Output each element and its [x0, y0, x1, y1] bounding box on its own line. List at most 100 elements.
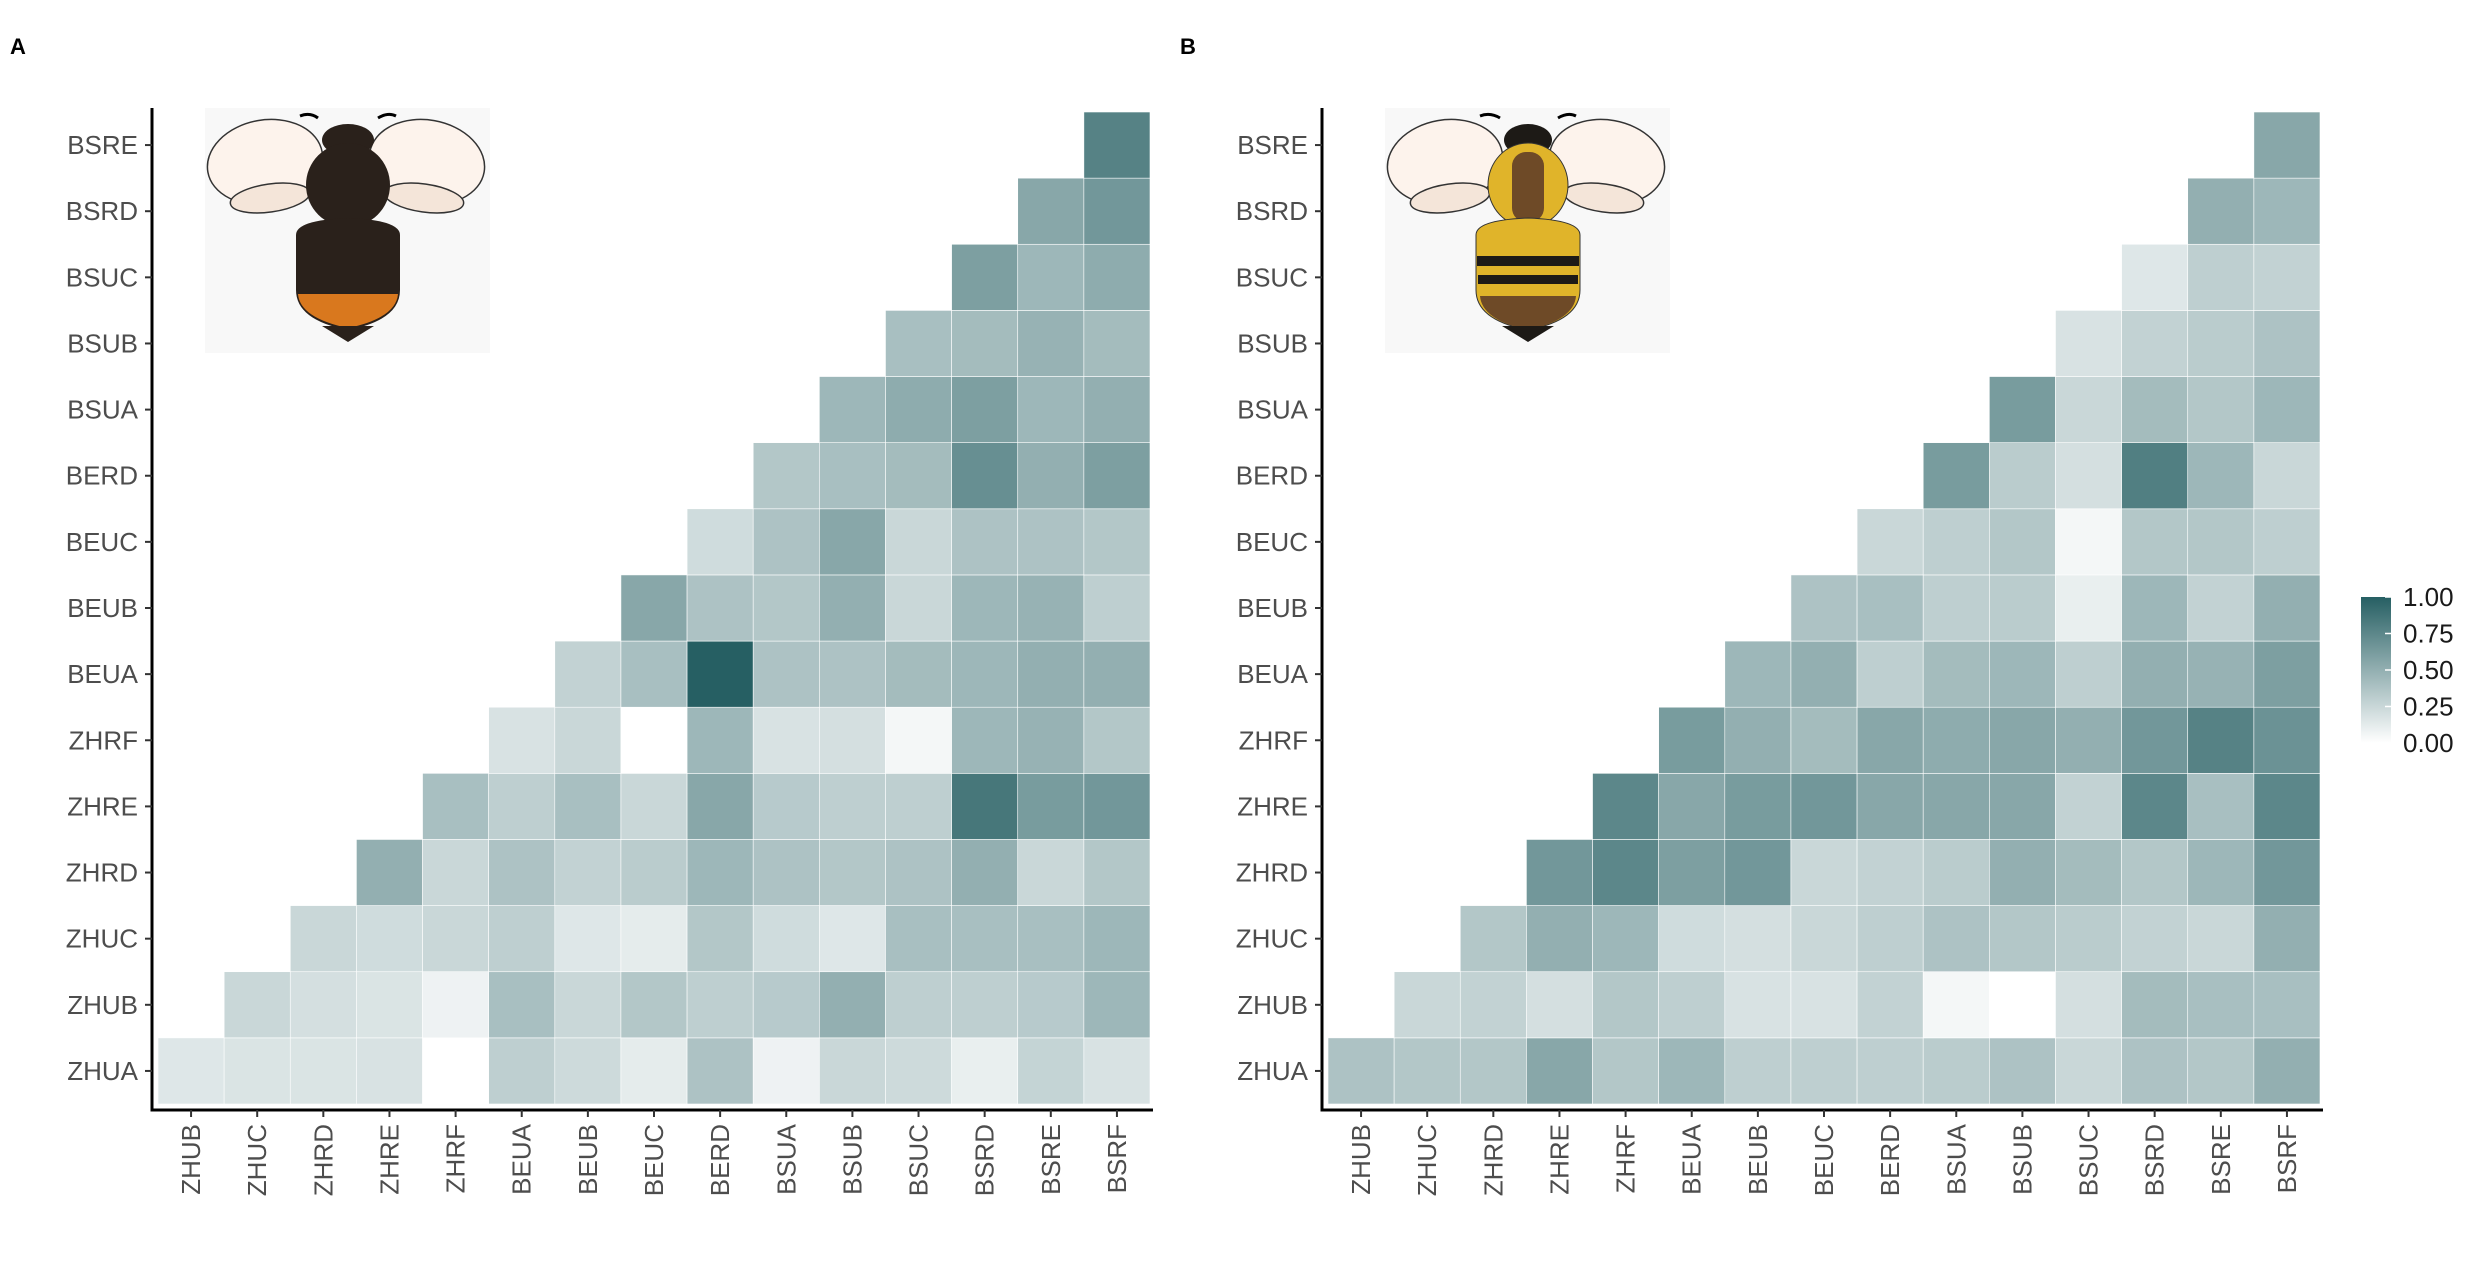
heatmap-cell: [752, 1037, 820, 1105]
heatmap-cell: [1724, 1037, 1792, 1105]
x-tick-label: BSUC: [2074, 1124, 2104, 1196]
heatmap-cell: [752, 773, 820, 840]
heatmap-cell: [1989, 1037, 2056, 1105]
x-tick-label: BEUC: [639, 1124, 669, 1196]
heatmap-cell: [752, 640, 820, 708]
heatmap-cell: [885, 905, 952, 973]
y-tick-label: BSRD: [66, 196, 138, 226]
heatmap-cell: [819, 839, 886, 906]
heatmap-cell: [2055, 640, 2122, 708]
heatmap-cell: [2253, 640, 2321, 708]
heatmap-cell: [819, 1037, 886, 1105]
heatmap-cell: [1083, 310, 1151, 377]
heatmap-cell: [422, 905, 489, 973]
heatmap-cell: [1658, 905, 1726, 973]
y-tick-label: BEUB: [1237, 593, 1308, 623]
heatmap-cell: [2055, 773, 2122, 840]
heatmap-cell: [2187, 376, 2255, 443]
heatmap-cell: [951, 773, 1019, 840]
heatmap-cell: [2055, 905, 2122, 973]
heatmap-cell: [2187, 177, 2255, 245]
x-tick-label: BSUA: [1941, 1123, 1971, 1194]
heatmap-cell: [1790, 574, 1858, 642]
heatmap-cell: [1658, 971, 1726, 1039]
heatmap-cell: [1724, 640, 1792, 708]
heatmap-cell: [2187, 905, 2255, 973]
heatmap-cell: [1083, 442, 1151, 510]
heatmap-cell: [1790, 971, 1858, 1039]
heatmap-cell: [1724, 905, 1792, 973]
heatmap-cell: [2253, 243, 2321, 311]
heatmap-cell: [819, 640, 886, 708]
heatmap-cell: [1592, 905, 1659, 973]
heatmap-cell: [2121, 243, 2189, 311]
heatmap-cell: [885, 971, 952, 1039]
heatmap-cell: [2121, 1037, 2189, 1105]
heatmap-cell: [885, 773, 952, 840]
heatmap-cell: [1083, 574, 1151, 642]
heatmap-cell: [2121, 376, 2189, 443]
y-tick-label: ZHUA: [1237, 1056, 1308, 1086]
y-tick-label: BEUC: [1236, 527, 1308, 557]
heatmap-panel-b: ZHUA ZHUB ZHUC ZHRD ZHRE ZHRF BEUA BEUB BEUC BERD…: [1236, 108, 2323, 1196]
x-tick-label: BERD: [1875, 1124, 1905, 1196]
heatmap-cell: [1790, 839, 1858, 906]
heatmap-cell: [422, 971, 489, 1039]
heatmap-cell: [554, 706, 622, 774]
heatmap-cell: [2121, 640, 2189, 708]
x-tick-label: BEUB: [1743, 1124, 1773, 1195]
heatmap-cell: [2121, 839, 2189, 906]
x-tick-label: BEUA: [1677, 1123, 1707, 1194]
heatmap-cell: [1790, 905, 1858, 973]
heatmap-cell: [1989, 706, 2056, 774]
heatmap-cell: [2121, 773, 2189, 840]
heatmap-cell: [1922, 839, 1990, 906]
y-tick-label: BERD: [1236, 461, 1308, 491]
heatmap-cell: [1856, 508, 1924, 576]
heatmap-cell: [1017, 839, 1085, 906]
heatmap-cell: [223, 1037, 291, 1105]
heatmap-cell: [1989, 442, 2056, 510]
heatmap-cell: [620, 839, 688, 906]
heatmap-cell: [620, 971, 688, 1039]
heatmap-cell: [819, 905, 886, 973]
y-tick-label: BSUB: [1237, 328, 1308, 358]
heatmap-cell: [951, 905, 1019, 973]
heatmap-cell: [2253, 310, 2321, 377]
y-tick-label: ZHUB: [1237, 990, 1308, 1020]
heatmap-cell: [1790, 706, 1858, 774]
heatmap-cell: [2121, 442, 2189, 510]
heatmap-cell: [2055, 508, 2122, 576]
y-tick-label: ZHRF: [69, 725, 138, 755]
legend-tick-label: 0.25: [2403, 692, 2454, 722]
heatmap-cell: [752, 574, 820, 642]
heatmap-cell: [752, 905, 820, 973]
heatmap-cell: [1922, 508, 1990, 576]
heatmap-cell: [620, 706, 688, 774]
heatmap-cell: [1856, 905, 1924, 973]
heatmap-cell: [356, 839, 423, 906]
heatmap-cell: [885, 442, 952, 510]
heatmap-cell: [2187, 1037, 2255, 1105]
dark-bumblebee-icon: [205, 108, 490, 353]
heatmap-cell: [1459, 1037, 1527, 1105]
heatmap-cell: [2121, 971, 2189, 1039]
heatmap-cell: [1592, 971, 1659, 1039]
heatmap-cell: [1989, 773, 2056, 840]
heatmap-cell: [488, 706, 556, 774]
panel-b-letter: B: [1180, 34, 1196, 59]
heatmap-cell: [1083, 773, 1151, 840]
color-legend: 1.00 0.75 0.50 0.25 0.00: [2361, 582, 2454, 758]
heatmap-cell: [686, 905, 754, 973]
heatmap-cell: [951, 1037, 1019, 1105]
heatmap-cell: [2187, 839, 2255, 906]
x-tick-label: BSRD: [2140, 1124, 2170, 1196]
heatmap-cell: [488, 1037, 556, 1105]
heatmap-cell: [554, 773, 622, 840]
heatmap-cell: [620, 574, 688, 642]
heatmap-cell: [1083, 640, 1151, 708]
heatmap-cell: [620, 640, 688, 708]
heatmap-cell: [1017, 177, 1085, 245]
heatmap-cell: [819, 574, 886, 642]
